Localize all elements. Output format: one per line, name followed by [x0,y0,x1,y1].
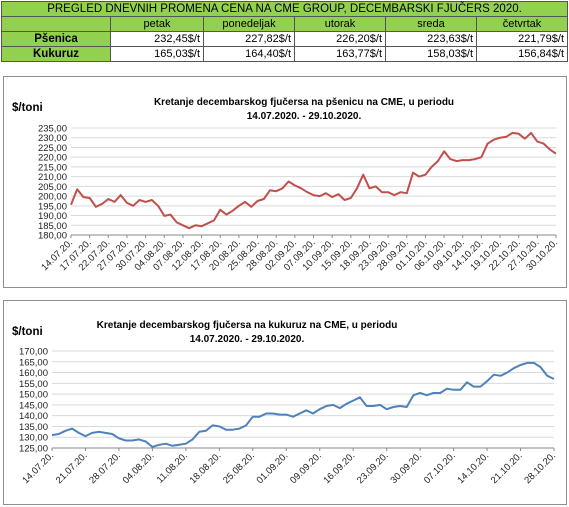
x-tick-label: 11.08.20. [155,450,190,485]
x-tick-label: 21.10.20. [489,450,525,486]
y-tick-label: 160,00 [19,368,48,379]
price-cell: 221,79$/t [475,31,569,47]
y-tick-label: 195,00 [38,201,67,212]
price-cell: 158,03$/t [385,46,477,62]
y-tick-label: 220,00 [38,153,67,164]
y-tick-label: 230,00 [38,133,67,144]
column-header: utorak [294,16,386,32]
x-tick-label: 23.09.20. [355,450,391,486]
row-label: Kukuruz [1,46,111,62]
y-tick-label: 155,00 [19,379,48,390]
row-label: Pšenica [1,31,111,47]
x-tick-label: 09.09.20. [288,450,324,486]
chart-subtitle: 14.07.2020. - 29.10.2020. [247,111,362,122]
plot-area: 125,00130,00135,00140,00145,00150,00155,… [19,347,558,487]
x-tick-label: 16.09.20. [322,450,358,486]
column-header: ponedeljak [203,16,295,32]
x-tick-label: 28.07.20. [87,450,123,486]
x-tick-label: 21.07.20. [54,450,90,486]
x-tick-label: 30.09.20. [388,450,424,486]
chart-title: Kretanje decembarskog fjučersa na kukuru… [97,320,398,331]
x-tick-label: 01.09.20. [255,450,291,486]
chart-title: Kretanje decembarskog fjučersa na pšenic… [154,97,454,108]
y-tick-label: 205,00 [38,182,67,193]
corn-chart: $/toni Kretanje decembarskog fjučersa na… [3,300,567,505]
x-tick-label: 04.08.20. [121,450,157,486]
x-tick-label: 14.07.20. [20,450,56,486]
x-tick-label: 18.08.20. [188,450,224,486]
y-axis-label: $/toni [12,326,43,338]
y-tick-label: 170,00 [19,347,48,358]
y-tick-label: 210,00 [38,172,67,183]
y-tick-label: 180,00 [38,231,67,242]
price-cell: 227,82$/t [203,31,295,47]
table-row: Kukuruz 165,03$/t 164,40$/t 163,77$/t 15… [1,46,569,62]
x-tick-label: 14.10.20. [455,450,491,486]
price-cell: 232,45$/t [110,31,204,47]
series-line [51,361,555,448]
y-tick-label: 215,00 [38,162,67,173]
y-tick-label: 135,00 [19,422,48,433]
y-tick-label: 125,00 [19,444,48,455]
x-tick-label: 28.10.20. [522,450,558,486]
column-header: petak [110,16,204,32]
y-tick-label: 150,00 [19,390,48,401]
column-header: sreda [385,16,477,32]
price-cell: 163,77$/t [294,46,386,62]
y-tick-label: 190,00 [38,211,67,222]
y-tick-label: 140,00 [19,411,48,422]
header-empty [1,16,111,32]
y-tick-label: 145,00 [19,400,48,411]
plot-area: 180,00185,00190,00195,00200,00205,00210,… [38,124,560,274]
column-header: četvrtak [475,16,569,32]
corn-chart-svg: $/toni Kretanje decembarskog fjučersa na… [12,320,558,487]
price-cell: 164,40$/t [203,46,295,62]
y-tick-label: 235,00 [38,124,67,135]
chart-subtitle: 14.07.2020. - 29.10.2020. [190,334,305,345]
y-tick-label: 225,00 [38,143,67,154]
y-tick-label: 200,00 [38,192,67,203]
price-cell: 156,84$/t [475,46,569,62]
table-title: PREGLED DNEVNIH PROMENA CENA NA CME GROU… [0,1,569,17]
wheat-chart: $/toni Kretanje decembarskog fjučersa na… [3,76,567,288]
y-tick-label: 185,00 [38,221,67,232]
x-tick-label: 07.10.20. [422,450,458,486]
wheat-chart-svg: $/toni Kretanje decembarskog fjučersa na… [12,97,560,274]
price-cell: 226,20$/t [294,31,386,47]
y-axis-label: $/toni [12,102,43,114]
x-tick-label: 25.08.20. [221,450,257,486]
table-row: Pšenica 232,45$/t 227,82$/t 226,20$/t 22… [1,31,569,47]
series-line [70,131,557,230]
price-cell: 165,03$/t [110,46,204,62]
y-tick-label: 165,00 [19,357,48,368]
price-table: PREGLED DNEVNIH PROMENA CENA NA CME GROU… [0,1,569,62]
price-cell: 223,63$/t [385,31,477,47]
y-tick-label: 130,00 [19,433,48,444]
